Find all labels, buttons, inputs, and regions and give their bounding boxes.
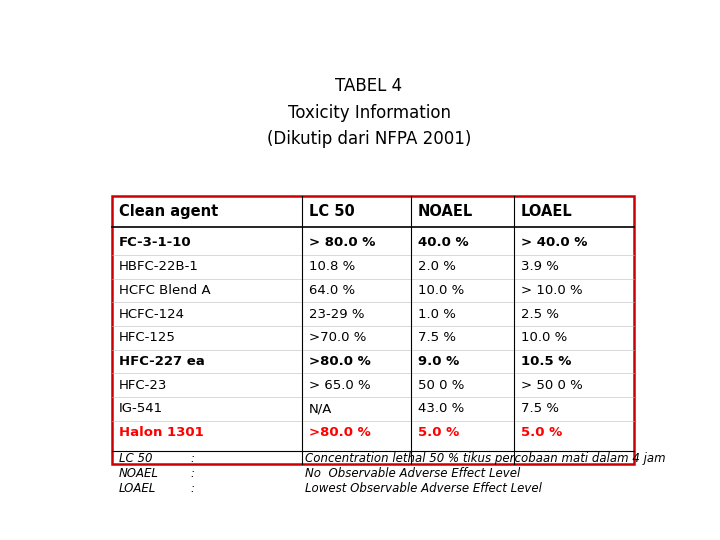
Text: HFC-227 ea: HFC-227 ea [119, 355, 204, 368]
Text: No  Observable Adverse Effect Level: No Observable Adverse Effect Level [305, 467, 520, 480]
Text: 23-29 %: 23-29 % [309, 308, 364, 321]
Text: LC 50: LC 50 [309, 204, 354, 219]
Text: :: : [190, 467, 194, 480]
Text: IG-541: IG-541 [119, 402, 163, 415]
Text: NOAEL: NOAEL [418, 204, 473, 219]
Text: >80.0 %: >80.0 % [309, 355, 371, 368]
Text: 5.0 %: 5.0 % [521, 426, 562, 439]
Text: NOAEL: NOAEL [119, 467, 159, 480]
Text: 9.0 %: 9.0 % [418, 355, 459, 368]
Text: 7.5 %: 7.5 % [521, 402, 559, 415]
Text: 7.5 %: 7.5 % [418, 331, 456, 345]
Text: LC 50: LC 50 [119, 451, 153, 464]
Text: > 50 0 %: > 50 0 % [521, 379, 582, 392]
Text: TABEL 4
Toxicity Information
(Dikutip dari NFPA 2001): TABEL 4 Toxicity Information (Dikutip da… [267, 77, 471, 148]
Text: N/A: N/A [309, 402, 332, 415]
Text: >70.0 %: >70.0 % [309, 331, 366, 345]
Text: 10.5 %: 10.5 % [521, 355, 571, 368]
Text: 10.8 %: 10.8 % [309, 260, 355, 273]
Text: 5.0 %: 5.0 % [418, 426, 459, 439]
Text: HBFC-22B-1: HBFC-22B-1 [119, 260, 199, 273]
Bar [112, 196, 634, 464]
Text: 2.0 %: 2.0 % [418, 260, 456, 273]
Text: :: : [190, 451, 194, 464]
Text: > 10.0 %: > 10.0 % [521, 284, 582, 297]
Text: 3.9 %: 3.9 % [521, 260, 559, 273]
Text: 64.0 %: 64.0 % [309, 284, 355, 297]
Text: HCFC-124: HCFC-124 [119, 308, 185, 321]
Text: 40.0 %: 40.0 % [418, 237, 468, 249]
Text: > 80.0 %: > 80.0 % [309, 237, 375, 249]
Text: >80.0 %: >80.0 % [309, 426, 371, 439]
Text: LOAEL: LOAEL [521, 204, 572, 219]
Text: 50 0 %: 50 0 % [418, 379, 464, 392]
Text: > 40.0 %: > 40.0 % [521, 237, 587, 249]
Text: :: : [190, 482, 194, 495]
Text: 10.0 %: 10.0 % [418, 284, 464, 297]
Text: Clean agent: Clean agent [119, 204, 218, 219]
Text: HCFC Blend A: HCFC Blend A [119, 284, 211, 297]
Text: LOAEL: LOAEL [119, 482, 156, 495]
Text: 43.0 %: 43.0 % [418, 402, 464, 415]
Text: 2.5 %: 2.5 % [521, 308, 559, 321]
Text: Halon 1301: Halon 1301 [119, 426, 204, 439]
Text: Lowest Observable Adverse Effect Level: Lowest Observable Adverse Effect Level [305, 482, 541, 495]
Text: Concentration lethal 50 % tikus percobaan mati dalam 4 jam: Concentration lethal 50 % tikus percobaa… [305, 451, 665, 464]
Text: 1.0 %: 1.0 % [418, 308, 456, 321]
Text: FC-3-1-10: FC-3-1-10 [119, 237, 192, 249]
Text: HFC-23: HFC-23 [119, 379, 167, 392]
Text: HFC-125: HFC-125 [119, 331, 176, 345]
Text: 10.0 %: 10.0 % [521, 331, 567, 345]
Text: > 65.0 %: > 65.0 % [309, 379, 370, 392]
